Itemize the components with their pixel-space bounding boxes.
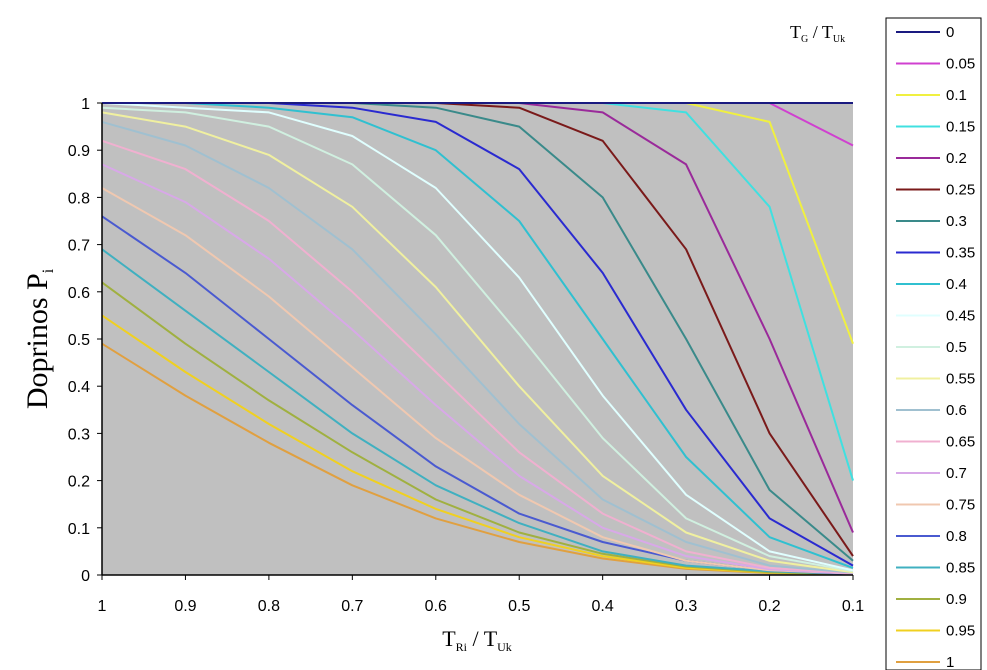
y-tick-label: 0 [81,568,90,585]
legend-label: 0.95 [946,623,975,640]
legend-label: 0.9 [946,591,967,608]
series-line-0.5 [101,106,854,573]
series-line-0.75 [101,187,854,575]
y-axis-label-sub: i [40,268,57,273]
x-axis-label-sub-1: Ri [456,640,468,654]
x-axis-label-main-1: T [442,626,456,651]
x-tick-label: 0.4 [592,598,614,615]
legend-title: TG / TUk [790,22,845,45]
x-tick-label: 1 [98,598,107,615]
legend-label: 0 [946,24,954,41]
legend-label: 0.7 [946,465,967,482]
legend-title-main-2: / T [808,22,833,42]
legend-label: 0.55 [946,371,975,388]
series-line-0.55 [101,111,854,574]
legend-label: 0.15 [946,119,975,136]
x-tick-label: 0.1 [842,598,864,615]
x-axis-label-sub-2: Uk [497,640,512,654]
y-tick-label: 0.3 [68,426,90,443]
series-line-0.65 [101,139,854,575]
y-tick-label: 0.5 [68,332,90,349]
y-ticks: 0 0.1 0.2 0.3 0.4 0.5 0.6 0.7 0.8 0.9 1 [68,96,102,585]
x-tick-label: 0.5 [508,598,530,615]
legend-label: 0.25 [946,182,975,199]
legend-label: 0.2 [946,150,967,167]
y-tick-label: 0.7 [68,238,90,255]
series-group [101,102,854,576]
legend-label: 0.35 [946,245,975,262]
x-tick-label: 0.7 [341,598,363,615]
legend-label: 0.65 [946,434,975,451]
legend-label: 0.1 [946,87,967,104]
legend-label: 0.85 [946,560,975,577]
legend-label: 0.4 [946,276,967,293]
x-tick-label: 0.9 [174,598,196,615]
y-tick-label: 0.6 [68,285,90,302]
legend-label: 0.6 [946,402,967,419]
x-tick-label: 0.2 [758,598,780,615]
y-axis-label-main: Doprinos P [21,273,54,409]
y-tick-label: 0.2 [68,474,90,491]
series-line-0.6 [101,120,854,574]
x-tick-label: 0.3 [675,598,697,615]
x-axis-label-main-2: / T [467,626,498,651]
y-tick-label: 0.1 [68,521,90,538]
legend-label: 0.45 [946,308,975,325]
legend-label: 0.8 [946,528,967,545]
legend: 0 0.05 0.1 0.15 0.2 0.25 0.3 0.35 0.4 0.45 0.5 0.55… [896,24,975,670]
x-tick-label: 0.6 [425,598,447,615]
y-tick-label: 0.8 [68,190,90,207]
y-tick-label: 1 [81,96,90,113]
legend-label: 0.3 [946,213,967,230]
y-axis-label: Doprinos Pi [21,268,57,409]
series-line-0.7 [101,163,854,575]
x-axis-label: TRi / TUk [442,626,512,654]
series-line-0.4 [102,102,854,569]
legend-label: 0.05 [946,56,975,73]
legend-title-sub-2: Uk [833,34,845,45]
legend-label: 0.5 [946,339,967,356]
y-tick-label: 0.9 [68,143,90,160]
series-line-0.45 [101,102,854,572]
x-ticks: 1 0.9 0.8 0.7 0.6 0.5 0.4 0.3 0.2 0.1 [98,575,864,615]
series-line-0.85 [101,248,854,576]
legend-title-sub-1: G [801,34,808,45]
legend-label: 0.75 [946,497,975,514]
legend-title-main-1: T [790,22,801,42]
y-tick-label: 0.4 [68,379,90,396]
legend-label: 1 [946,654,954,670]
x-tick-label: 0.8 [258,598,280,615]
